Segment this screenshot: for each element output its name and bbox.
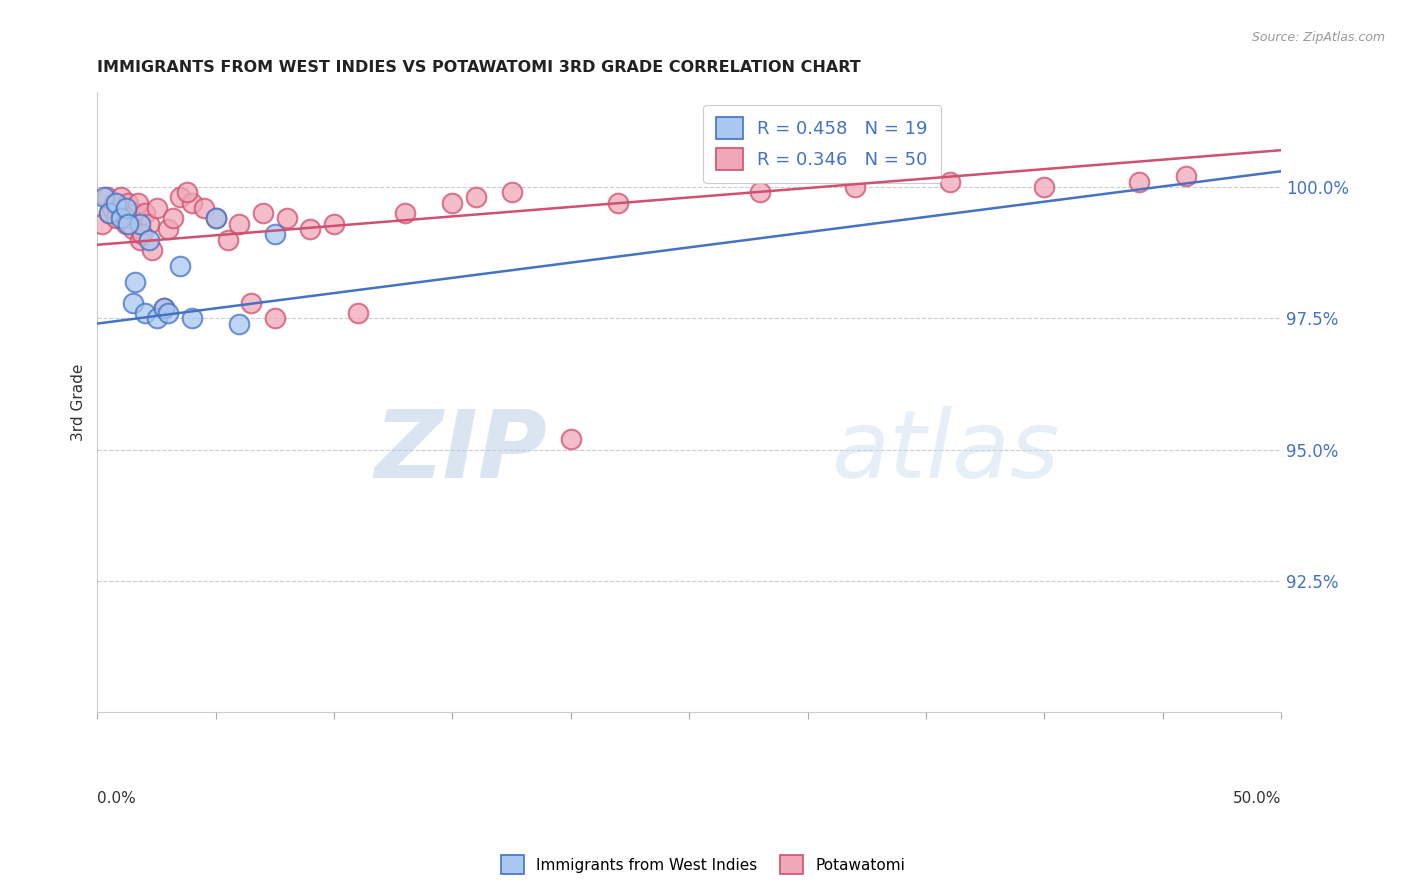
Point — [607, 195, 630, 210]
Point — [91, 217, 114, 231]
Point — [1033, 180, 1056, 194]
Point — [346, 306, 368, 320]
Point — [204, 211, 226, 226]
Point — [93, 190, 115, 204]
Text: Source: ZipAtlas.com: Source: ZipAtlas.com — [1251, 31, 1385, 45]
Point — [129, 233, 152, 247]
Point — [1175, 169, 1198, 184]
Point — [105, 211, 128, 226]
Text: 50.0%: 50.0% — [1233, 791, 1281, 806]
Y-axis label: 3rd Grade: 3rd Grade — [72, 364, 86, 441]
Point — [114, 217, 136, 231]
Point — [252, 206, 274, 220]
Point — [264, 311, 287, 326]
Point — [157, 222, 180, 236]
Point — [228, 317, 250, 331]
Text: atlas: atlas — [831, 407, 1060, 498]
Point — [110, 190, 132, 204]
Point — [394, 206, 416, 220]
Point — [145, 201, 167, 215]
Point — [441, 195, 464, 210]
Point — [120, 211, 142, 226]
Point — [169, 190, 191, 204]
Point — [145, 311, 167, 326]
Point — [134, 206, 156, 220]
Text: ZIP: ZIP — [374, 406, 547, 498]
Point — [112, 206, 135, 220]
Point — [204, 211, 226, 226]
Point — [299, 222, 322, 236]
Point — [129, 217, 152, 231]
Point — [228, 217, 250, 231]
Legend: R = 0.458   N = 19, R = 0.346   N = 50: R = 0.458 N = 19, R = 0.346 N = 50 — [703, 104, 941, 183]
Point — [96, 190, 118, 204]
Point — [138, 217, 160, 231]
Point — [105, 195, 128, 210]
Point — [152, 301, 174, 315]
Point — [176, 186, 198, 200]
Point — [501, 186, 523, 200]
Point — [181, 195, 204, 210]
Point — [134, 306, 156, 320]
Text: IMMIGRANTS FROM WEST INDIES VS POTAWATOMI 3RD GRADE CORRELATION CHART: IMMIGRANTS FROM WEST INDIES VS POTAWATOM… — [97, 60, 860, 75]
Point — [264, 227, 287, 242]
Point — [141, 243, 163, 257]
Point — [240, 295, 263, 310]
Point — [124, 275, 146, 289]
Point — [749, 186, 772, 200]
Point — [127, 195, 149, 210]
Point — [938, 175, 960, 189]
Point — [100, 201, 122, 215]
Point — [103, 195, 125, 210]
Point — [121, 222, 143, 236]
Point — [98, 206, 121, 220]
Point — [465, 190, 488, 204]
Point — [193, 201, 215, 215]
Point — [1128, 175, 1150, 189]
Text: 0.0%: 0.0% — [97, 791, 136, 806]
Point — [157, 306, 180, 320]
Point — [169, 259, 191, 273]
Point — [98, 206, 121, 220]
Point — [107, 201, 129, 215]
Point — [117, 195, 139, 210]
Point — [131, 227, 153, 242]
Point — [162, 211, 184, 226]
Point — [114, 201, 136, 215]
Point — [276, 211, 298, 226]
Point — [560, 432, 582, 446]
Legend: Immigrants from West Indies, Potawatomi: Immigrants from West Indies, Potawatomi — [495, 849, 911, 880]
Point — [138, 233, 160, 247]
Point — [217, 233, 239, 247]
Point — [181, 311, 204, 326]
Point — [110, 211, 132, 226]
Point — [124, 206, 146, 220]
Point — [121, 295, 143, 310]
Point — [117, 217, 139, 231]
Point — [323, 217, 346, 231]
Point — [152, 301, 174, 315]
Point — [844, 180, 866, 194]
